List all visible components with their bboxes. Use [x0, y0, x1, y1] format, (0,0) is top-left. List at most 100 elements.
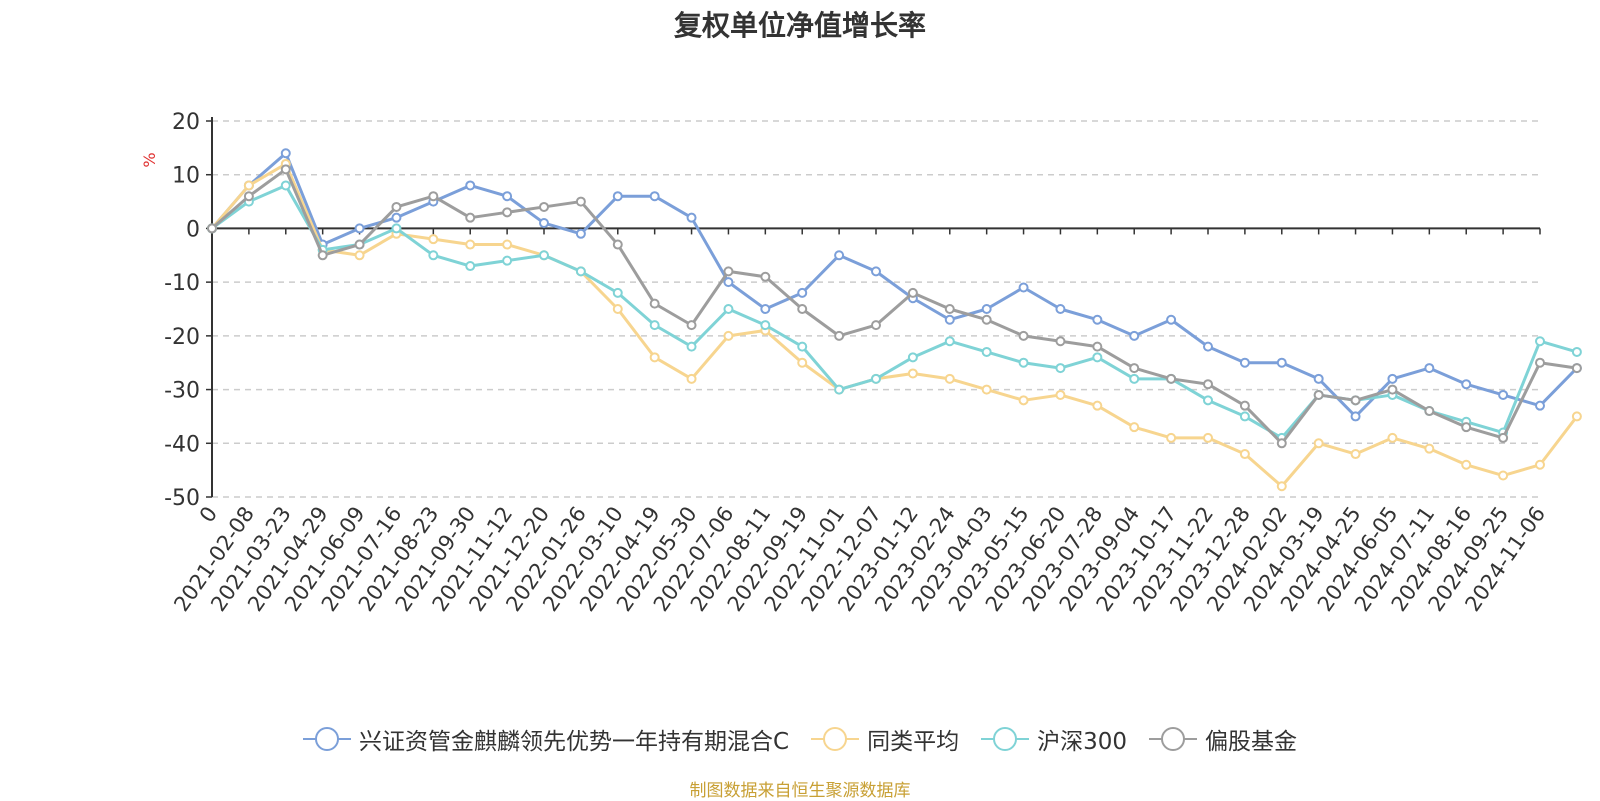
- data-point[interactable]: [1055, 389, 1066, 400]
- data-point[interactable]: [1535, 357, 1545, 368]
- data-point[interactable]: [1129, 373, 1140, 384]
- data-point[interactable]: [1498, 389, 1509, 400]
- data-point[interactable]: [1203, 379, 1213, 390]
- data-point[interactable]: [1535, 336, 1545, 347]
- data-point[interactable]: [1387, 432, 1398, 443]
- data-point[interactable]: [760, 320, 771, 331]
- data-point[interactable]: [686, 373, 697, 384]
- data-point[interactable]: [944, 373, 955, 384]
- data-point[interactable]: [1129, 422, 1140, 433]
- data-point[interactable]: [354, 239, 365, 250]
- data-point[interactable]: [649, 298, 660, 309]
- data-point[interactable]: [649, 191, 660, 202]
- data-point[interactable]: [465, 180, 476, 191]
- data-point[interactable]: [1055, 304, 1066, 314]
- data-point[interactable]: [502, 255, 513, 266]
- data-point[interactable]: [1350, 449, 1361, 460]
- data-point[interactable]: [1350, 395, 1361, 406]
- data-point[interactable]: [1203, 395, 1213, 406]
- data-point[interactable]: [834, 330, 845, 341]
- data-point[interactable]: [723, 330, 734, 341]
- data-point[interactable]: [428, 191, 439, 202]
- data-point[interactable]: [981, 384, 992, 395]
- data-point[interactable]: [760, 304, 771, 314]
- data-point[interactable]: [539, 250, 549, 261]
- data-point[interactable]: [1571, 363, 1582, 374]
- data-point[interactable]: [1535, 400, 1545, 411]
- data-point[interactable]: [1092, 400, 1103, 411]
- data-point[interactable]: [575, 228, 586, 239]
- data-point[interactable]: [1461, 379, 1472, 390]
- data-point[interactable]: [1092, 314, 1103, 325]
- data-point[interactable]: [944, 336, 955, 347]
- data-point[interactable]: [686, 212, 697, 223]
- data-point[interactable]: [1018, 395, 1029, 406]
- data-point[interactable]: [1129, 363, 1140, 374]
- data-point[interactable]: [1166, 373, 1177, 384]
- data-point[interactable]: [1571, 411, 1582, 422]
- data-point[interactable]: [354, 250, 365, 261]
- data-point[interactable]: [1203, 341, 1213, 352]
- data-point[interactable]: [1129, 330, 1140, 341]
- data-point[interactable]: [428, 250, 439, 261]
- data-point[interactable]: [612, 239, 623, 250]
- data-point[interactable]: [686, 341, 697, 352]
- data-point[interactable]: [1239, 400, 1250, 411]
- data-point[interactable]: [981, 314, 992, 325]
- data-point[interactable]: [1092, 341, 1103, 352]
- data-point[interactable]: [280, 180, 291, 191]
- data-point[interactable]: [428, 234, 439, 245]
- data-point[interactable]: [1166, 314, 1177, 325]
- data-point[interactable]: [612, 287, 623, 298]
- data-point[interactable]: [243, 191, 254, 202]
- data-point[interactable]: [1535, 459, 1545, 470]
- data-point[interactable]: [871, 266, 881, 277]
- legend-item-equity-fund[interactable]: 偏股基金: [1148, 722, 1297, 756]
- data-point[interactable]: [465, 261, 476, 272]
- data-point[interactable]: [1313, 438, 1324, 449]
- data-point[interactable]: [981, 346, 992, 357]
- data-point[interactable]: [1092, 352, 1103, 363]
- legend-item-csi300[interactable]: 沪深300: [981, 722, 1127, 756]
- data-point[interactable]: [575, 196, 586, 207]
- data-point[interactable]: [1424, 443, 1435, 454]
- data-point[interactable]: [1313, 389, 1324, 400]
- data-point[interactable]: [1461, 459, 1472, 470]
- data-point[interactable]: [317, 250, 328, 261]
- data-point[interactable]: [1387, 384, 1398, 395]
- data-point[interactable]: [834, 250, 845, 261]
- data-point[interactable]: [723, 277, 734, 288]
- data-point[interactable]: [1018, 357, 1029, 368]
- data-point[interactable]: [649, 352, 660, 363]
- data-point[interactable]: [907, 287, 918, 298]
- data-point[interactable]: [575, 266, 586, 277]
- data-point[interactable]: [1276, 357, 1287, 368]
- data-point[interactable]: [1239, 357, 1250, 368]
- data-point[interactable]: [502, 239, 513, 250]
- data-point[interactable]: [1498, 432, 1509, 443]
- data-point[interactable]: [944, 304, 955, 314]
- data-point[interactable]: [1424, 406, 1435, 417]
- data-point[interactable]: [391, 201, 402, 212]
- data-point[interactable]: [502, 191, 513, 202]
- data-point[interactable]: [760, 271, 771, 282]
- data-point[interactable]: [907, 352, 918, 363]
- data-point[interactable]: [1055, 363, 1066, 374]
- data-point[interactable]: [797, 287, 808, 298]
- data-point[interactable]: [502, 207, 513, 218]
- data-point[interactable]: [1239, 449, 1250, 460]
- data-point[interactable]: [1239, 411, 1250, 422]
- data-point[interactable]: [391, 212, 402, 223]
- data-point[interactable]: [686, 320, 697, 331]
- data-point[interactable]: [207, 223, 217, 234]
- data-point[interactable]: [391, 223, 402, 234]
- data-point[interactable]: [944, 314, 955, 325]
- data-point[interactable]: [1571, 346, 1582, 357]
- data-point[interactable]: [797, 341, 808, 352]
- data-point[interactable]: [539, 201, 549, 212]
- data-point[interactable]: [1166, 432, 1177, 443]
- data-point[interactable]: [1387, 373, 1398, 384]
- data-point[interactable]: [797, 304, 808, 314]
- legend-item-peer-average[interactable]: 同类平均: [811, 722, 959, 756]
- data-point[interactable]: [871, 373, 881, 384]
